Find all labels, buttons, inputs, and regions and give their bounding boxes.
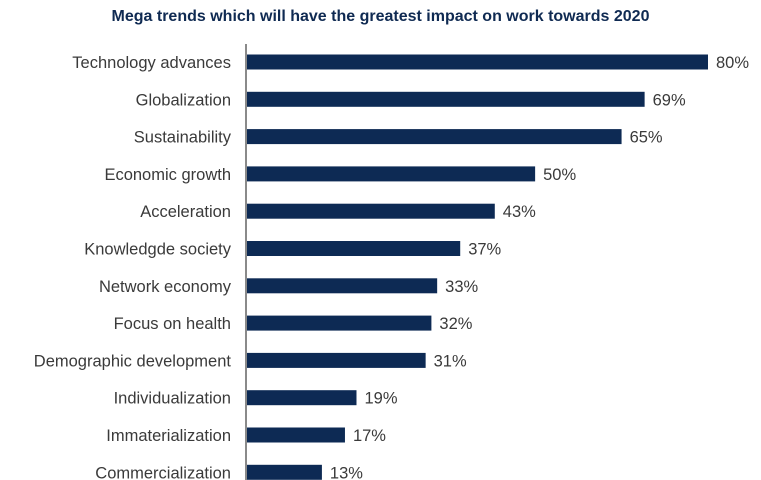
bar-acceleration bbox=[247, 203, 495, 219]
category-labels: Technology advances Globalization Sustaina… bbox=[34, 54, 232, 480]
category-label: Technology advances bbox=[72, 54, 231, 72]
bar-economic-growth bbox=[247, 166, 536, 182]
value-label: 33% bbox=[445, 278, 478, 296]
bar-individualization bbox=[247, 390, 357, 406]
value-label: 37% bbox=[468, 241, 501, 259]
category-label: Economic growth bbox=[104, 166, 231, 184]
value-label: 31% bbox=[434, 352, 467, 370]
category-label: Acceleration bbox=[140, 203, 231, 221]
bar-sustainability bbox=[247, 129, 622, 145]
value-label: 80% bbox=[716, 54, 749, 72]
value-label: 69% bbox=[653, 91, 686, 109]
category-label: Immaterialization bbox=[106, 427, 231, 445]
bar-network-economy bbox=[247, 278, 438, 294]
bar-immaterialization bbox=[247, 427, 345, 443]
value-label: 50% bbox=[543, 166, 576, 184]
category-label: Demographic development bbox=[34, 352, 232, 370]
category-label: Commercialization bbox=[95, 464, 231, 480]
bar-demographic-development bbox=[247, 352, 426, 368]
category-label: Individualization bbox=[114, 390, 231, 408]
value-label: 32% bbox=[439, 315, 472, 333]
bar-technology-advances bbox=[247, 54, 708, 70]
value-label: 43% bbox=[503, 203, 536, 221]
bar-focus-on-health bbox=[247, 315, 432, 331]
category-label: Sustainability bbox=[134, 129, 232, 147]
category-label: Network economy bbox=[99, 278, 232, 296]
category-label: Knowledgde society bbox=[84, 241, 232, 259]
bar-knowledgde-society bbox=[247, 241, 461, 256]
value-label: 19% bbox=[364, 390, 397, 408]
chart-title: Mega trends which will have the greatest… bbox=[111, 8, 650, 25]
value-label: 13% bbox=[330, 464, 363, 480]
bar-commercialization bbox=[247, 464, 322, 480]
value-label: 65% bbox=[630, 129, 663, 147]
value-label: 17% bbox=[353, 427, 386, 445]
value-labels: 80% 69% 65% 50% 43% 37% 33% 32% 31% 19% 17% 13% bbox=[330, 54, 749, 480]
bars-group bbox=[247, 54, 708, 480]
category-label: Focus on health bbox=[114, 315, 231, 333]
category-label: Globalization bbox=[136, 91, 231, 109]
bar-globalization bbox=[247, 91, 645, 107]
